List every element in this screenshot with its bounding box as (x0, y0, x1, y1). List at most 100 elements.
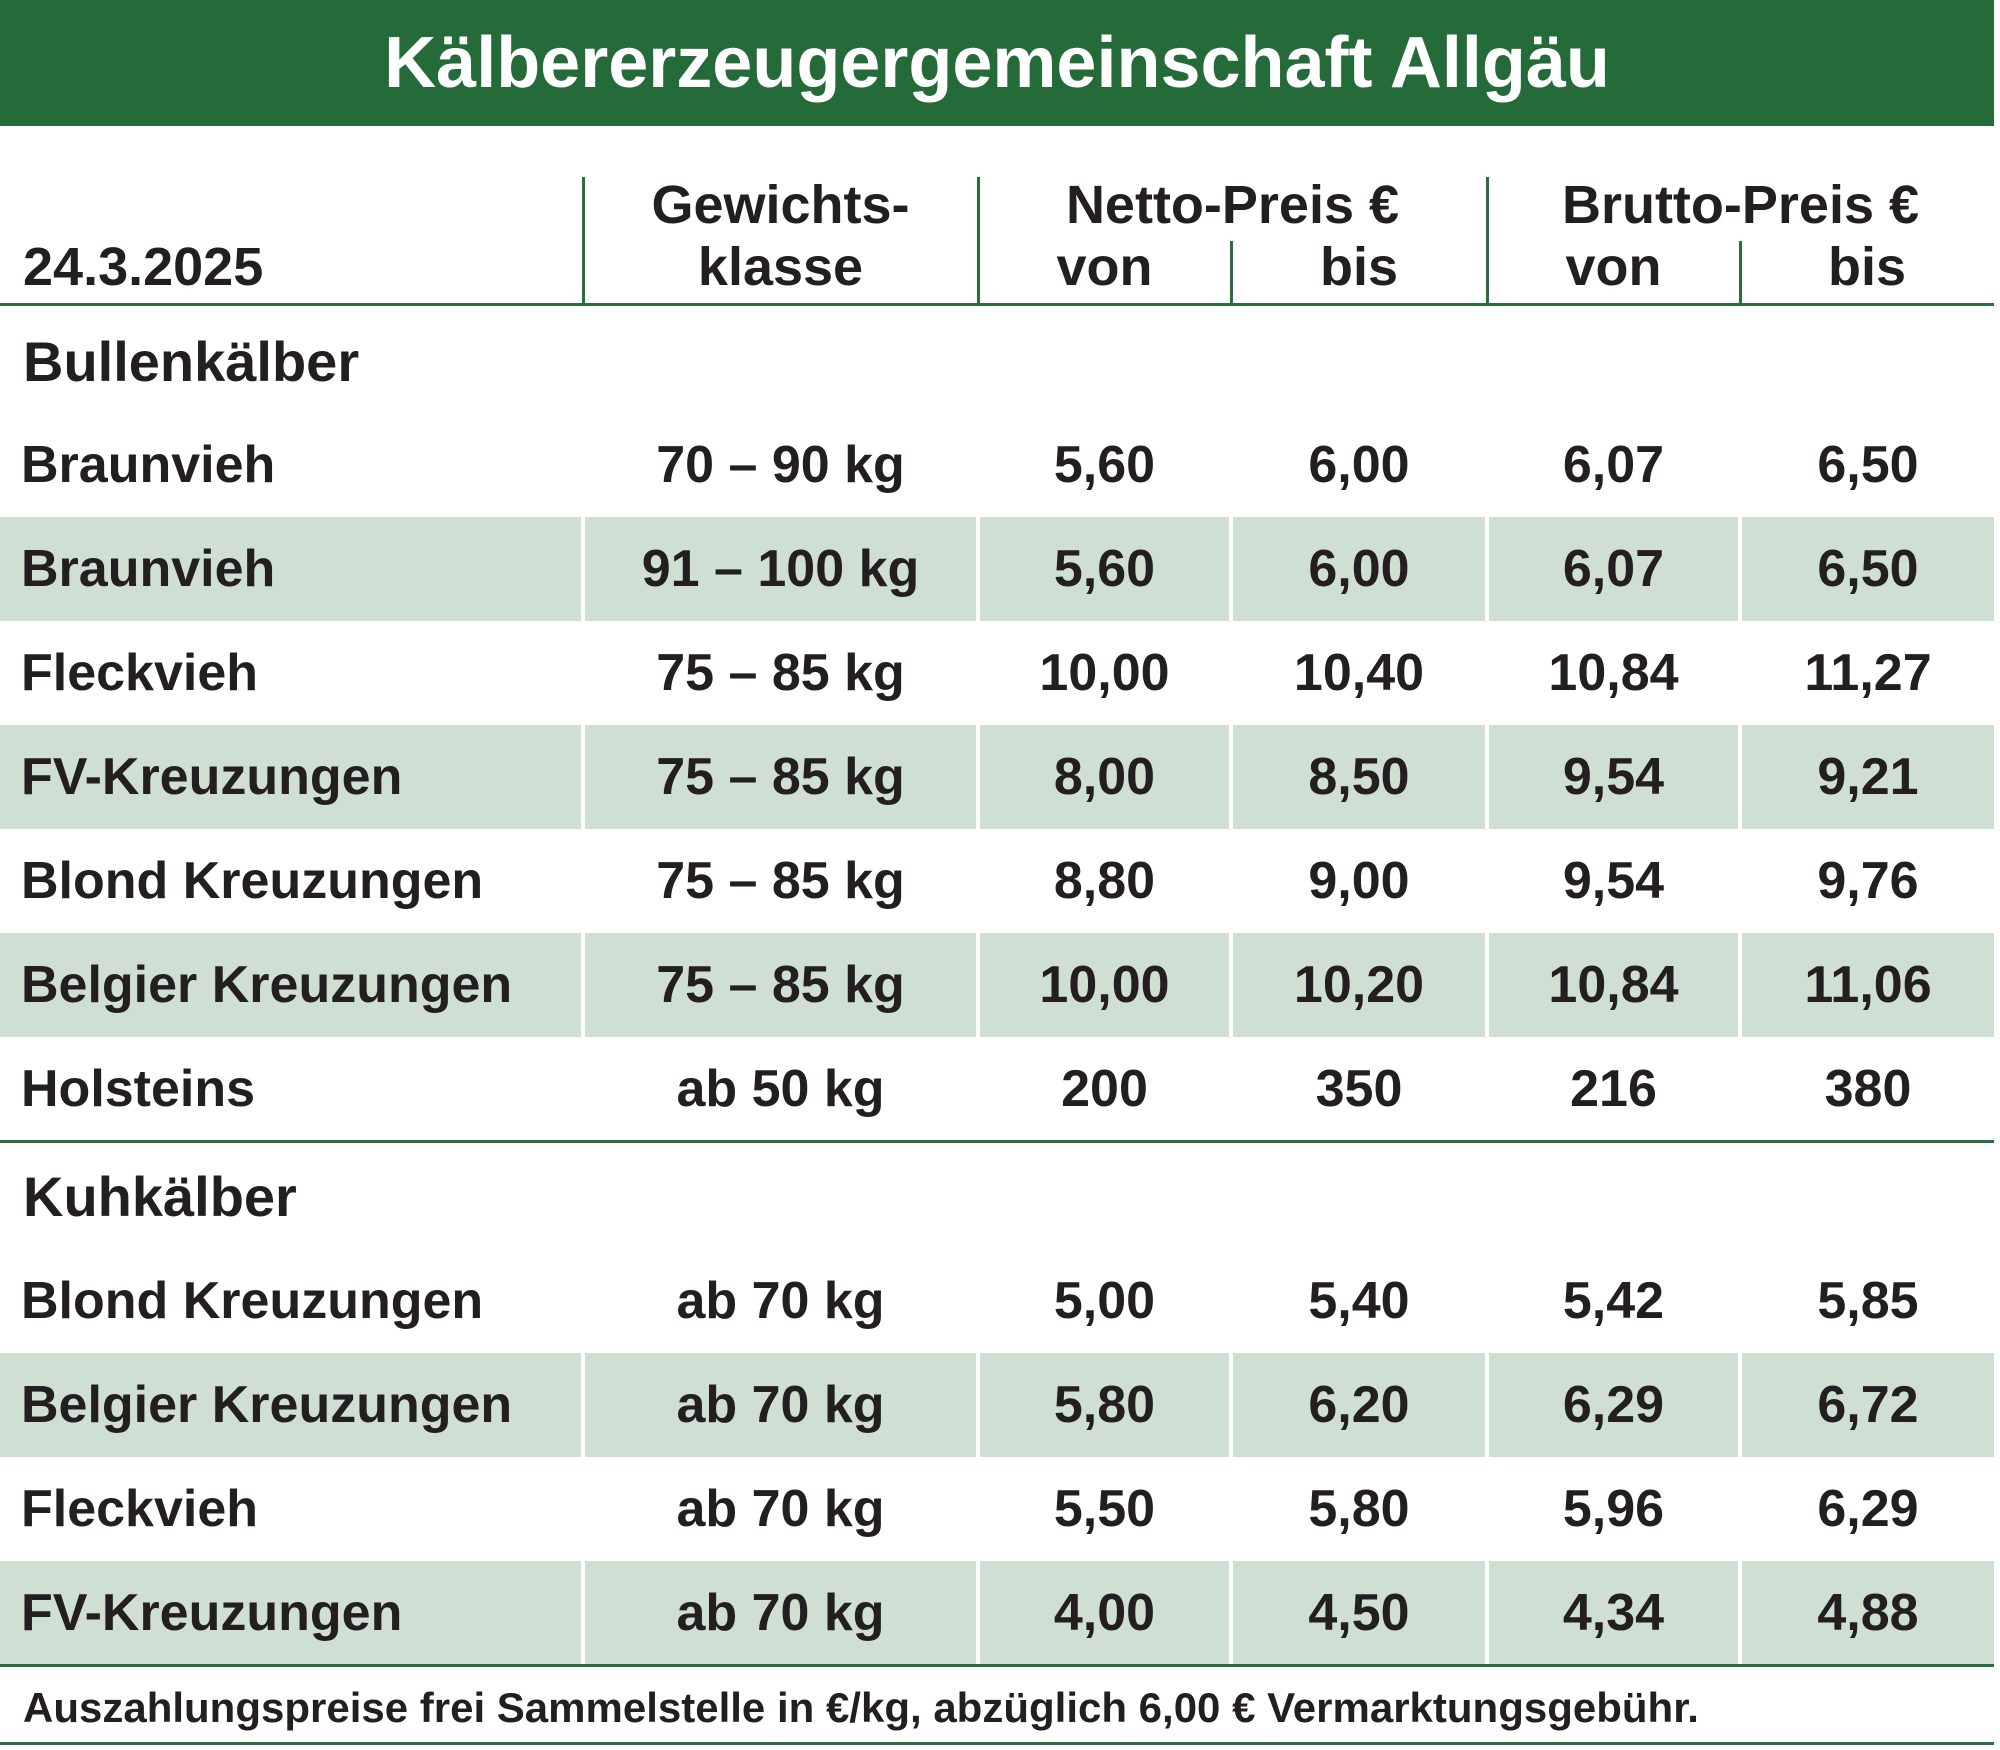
netto-von-cell: 5,60 (978, 517, 1231, 621)
weight-class-cell: ab 70 kg (583, 1561, 978, 1665)
netto-von-cell: 8,80 (978, 829, 1231, 933)
netto-von-cell: 8,00 (978, 725, 1231, 829)
weight-class-cell: ab 70 kg (583, 1457, 978, 1561)
report-date: 24.3.2025 (23, 237, 264, 297)
netto-von-cell: 10,00 (978, 933, 1231, 1037)
netto-price-header: Netto-Preis € (1065, 175, 1400, 235)
brutto-von-cell: 5,42 (1487, 1249, 1740, 1353)
section-rows-bullenkaelber: Braunvieh 70 – 90 kg 5,60 6,00 6,07 6,50 Braun… (0, 413, 1994, 1141)
weight-class-cell: ab 70 kg (583, 1249, 978, 1353)
table-row: Fleckvieh 75 – 85 kg 10,00 10,40 10,84 11,27 (0, 621, 1994, 725)
netto-von-cell: 200 (978, 1037, 1231, 1141)
section-label-bullenkaelber: Bullenkälber (23, 330, 360, 393)
category-cell: Belgier Kreuzungen (0, 933, 583, 1037)
netto-bis-cell: 350 (1231, 1037, 1487, 1141)
netto-von-cell: 5,00 (978, 1249, 1231, 1353)
brutto-von-cell: 4,34 (1487, 1561, 1740, 1665)
netto-bis-cell: 10,20 (1231, 933, 1487, 1037)
table-row: Blond Kreuzungen ab 70 kg 5,00 5,40 5,42 5,85 (0, 1249, 1994, 1353)
brutto-bis-cell: 9,21 (1740, 725, 1994, 829)
weight-class-cell: 91 – 100 kg (583, 517, 978, 621)
brutto-von-cell: 6,29 (1487, 1353, 1740, 1457)
brutto-von-cell: 10,84 (1487, 621, 1740, 725)
table-row: FV-Kreuzungen ab 70 kg 4,00 4,50 4,34 4,88 (0, 1561, 1994, 1665)
header-subdivider (1739, 241, 1742, 304)
category-cell: Holsteins (0, 1037, 583, 1141)
brutto-von-cell: 216 (1487, 1037, 1740, 1141)
category-cell: Blond Kreuzungen (0, 1249, 583, 1353)
brutto-bis-cell: 9,76 (1740, 829, 1994, 933)
netto-von-cell: 5,80 (978, 1353, 1231, 1457)
brutto-bis-cell: 380 (1740, 1037, 1994, 1141)
section-rows-kuhkaelber: Blond Kreuzungen ab 70 kg 5,00 5,40 5,42 5,85… (0, 1249, 1994, 1665)
brutto-von-cell: 6,07 (1487, 413, 1740, 517)
netto-von-header: von (1056, 237, 1153, 297)
brutto-bis-cell: 6,50 (1740, 517, 1994, 621)
table-row: Belgier Kreuzungen 75 – 85 kg 10,00 10,20 10… (0, 933, 1994, 1037)
category-cell: Belgier Kreuzungen (0, 1353, 583, 1457)
netto-bis-cell: 6,20 (1231, 1353, 1487, 1457)
table-title: Kälbererzeugergemeinschaft Allgäu (384, 23, 1610, 103)
table-row: Fleckvieh ab 70 kg 5,50 5,80 5,96 6,29 (0, 1457, 1994, 1561)
table-row: FV-Kreuzungen 75 – 85 kg 8,00 8,50 9,54 9,21 (0, 725, 1994, 829)
bottom-rule (0, 1742, 1994, 1745)
brutto-bis-cell: 5,85 (1740, 1249, 1994, 1353)
category-cell: FV-Kreuzungen (0, 1561, 583, 1665)
weight-class-cell: 75 – 85 kg (583, 829, 978, 933)
brutto-von-cell: 9,54 (1487, 725, 1740, 829)
header-divider (977, 177, 980, 304)
footnote: Auszahlungspreise frei Sammelstelle in €… (23, 1684, 1699, 1731)
brutto-bis-header: bis (1827, 237, 1907, 297)
netto-bis-cell: 9,00 (1231, 829, 1487, 933)
weight-class-cell: 75 – 85 kg (583, 725, 978, 829)
brutto-von-cell: 10,84 (1487, 933, 1740, 1037)
weight-class-cell: 70 – 90 kg (583, 413, 978, 517)
header-rule (0, 303, 1994, 306)
category-cell: Blond Kreuzungen (0, 829, 583, 933)
weight-class-cell: ab 50 kg (583, 1037, 978, 1141)
netto-bis-cell: 5,80 (1231, 1457, 1487, 1561)
netto-bis-cell: 5,40 (1231, 1249, 1487, 1353)
brutto-bis-cell: 6,72 (1740, 1353, 1994, 1457)
table-row: Blond Kreuzungen 75 – 85 kg 8,80 9,00 9,54 9,… (0, 829, 1994, 933)
table-row: Braunvieh 70 – 90 kg 5,60 6,00 6,07 6,50 (0, 413, 1994, 517)
weight-class-header-line1: Gewichts- (651, 175, 910, 235)
brutto-von-header: von (1565, 237, 1662, 297)
table-row: Braunvieh 91 – 100 kg 5,60 6,00 6,07 6,50 (0, 517, 1994, 621)
title-bar (0, 0, 1994, 126)
header-divider (582, 177, 585, 304)
brutto-price-header: Brutto-Preis € (1561, 175, 1920, 235)
brutto-von-cell: 5,96 (1487, 1457, 1740, 1561)
brutto-bis-cell: 4,88 (1740, 1561, 1994, 1665)
netto-bis-cell: 6,00 (1231, 413, 1487, 517)
category-cell: FV-Kreuzungen (0, 725, 583, 829)
brutto-bis-cell: 11,27 (1740, 621, 1994, 725)
netto-bis-cell: 10,40 (1231, 621, 1487, 725)
brutto-von-cell: 9,54 (1487, 829, 1740, 933)
brutto-bis-cell: 6,29 (1740, 1457, 1994, 1561)
section-rule (0, 1664, 1994, 1667)
brutto-von-cell: 6,07 (1487, 517, 1740, 621)
weight-class-cell: ab 70 kg (583, 1353, 978, 1457)
category-cell: Fleckvieh (0, 621, 583, 725)
netto-bis-cell: 6,00 (1231, 517, 1487, 621)
section-label-kuhkaelber: Kuhkälber (23, 1165, 297, 1228)
category-cell: Fleckvieh (0, 1457, 583, 1561)
netto-von-cell: 5,50 (978, 1457, 1231, 1561)
netto-von-cell: 5,60 (978, 413, 1231, 517)
weight-class-cell: 75 – 85 kg (583, 621, 978, 725)
header-divider (1486, 177, 1489, 304)
weight-class-header-line2: klasse (697, 237, 864, 297)
section-rule (0, 1140, 1994, 1143)
netto-von-cell: 4,00 (978, 1561, 1231, 1665)
netto-von-cell: 10,00 (978, 621, 1231, 725)
brutto-bis-cell: 11,06 (1740, 933, 1994, 1037)
category-cell: Braunvieh (0, 413, 583, 517)
netto-bis-header: bis (1319, 237, 1399, 297)
table-row: Belgier Kreuzungen ab 70 kg 5,80 6,20 6,29 6,… (0, 1353, 1994, 1457)
table-row: Holsteins ab 50 kg 200 350 216 380 (0, 1037, 1994, 1141)
header-subdivider (1230, 241, 1233, 304)
weight-class-cell: 75 – 85 kg (583, 933, 978, 1037)
netto-bis-cell: 8,50 (1231, 725, 1487, 829)
category-cell: Braunvieh (0, 517, 583, 621)
